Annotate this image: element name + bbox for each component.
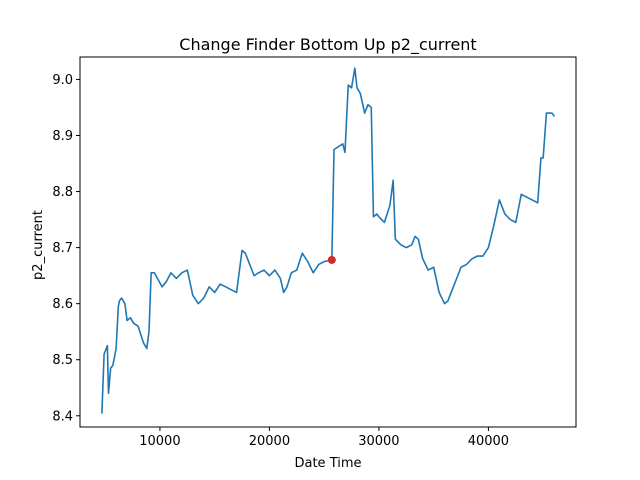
change-point-marker-0 — [327, 255, 336, 264]
x-tick-label: 20000 — [249, 434, 290, 449]
x-tick-label: 40000 — [468, 434, 509, 449]
plot-area: 10000 20000 30000 40000 8.4 8.5 8.6 8.7 8.8 8.9 9.… — [52, 56, 577, 449]
y-tick-label: 9.0 — [52, 73, 73, 88]
y-tick-label: 8.9 — [52, 129, 73, 144]
x-tick-label: 30000 — [358, 434, 399, 449]
y-tick-label: 8.6 — [52, 297, 73, 312]
axes-frame — [79, 56, 577, 428]
x-tick-label: 10000 — [139, 434, 180, 449]
y-tick-label: 8.7 — [52, 241, 73, 256]
y-tick-label: 8.5 — [52, 353, 73, 368]
chart-title: Change Finder Bottom Up p2_current — [179, 35, 476, 55]
y-tick-label: 8.8 — [52, 185, 73, 200]
series-line-0 — [101, 67, 555, 414]
y-axis-label: p2_current — [31, 210, 46, 280]
y-tick-label: 8.4 — [52, 409, 73, 424]
x-axis-label: Date Time — [294, 456, 361, 471]
